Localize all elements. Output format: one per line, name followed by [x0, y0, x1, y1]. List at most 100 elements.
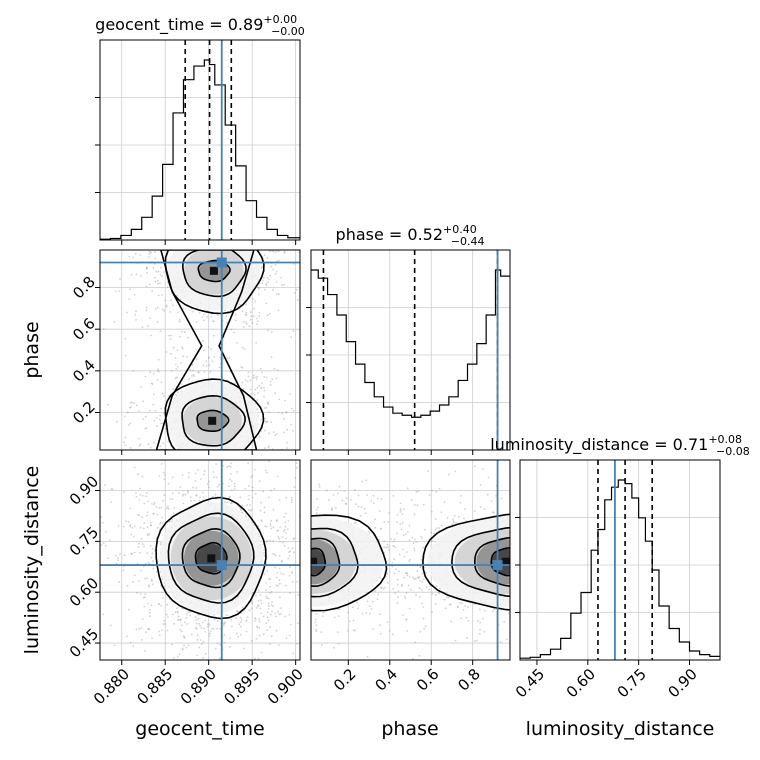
sample-point — [135, 310, 137, 313]
sample-point — [167, 505, 169, 508]
sample-point — [243, 223, 245, 225]
sample-point — [158, 634, 161, 636]
sample-point — [157, 603, 160, 606]
sample-point — [254, 492, 257, 495]
sample-point — [302, 565, 304, 567]
sample-point — [172, 466, 174, 468]
sample-point — [175, 394, 178, 396]
sample-point — [153, 419, 156, 422]
sample-point — [554, 594, 556, 596]
sample-point — [216, 642, 219, 645]
sample-point — [265, 519, 267, 521]
sample-point — [399, 502, 402, 505]
sample-point — [195, 461, 197, 463]
sample-point — [226, 466, 229, 468]
sample-point — [117, 559, 119, 562]
sample-point — [133, 293, 136, 296]
sample-point — [386, 621, 389, 623]
sample-point — [537, 536, 539, 538]
sample-point — [194, 472, 197, 475]
sample-point — [156, 306, 159, 309]
sample-point — [104, 545, 107, 547]
sample-point — [210, 348, 213, 350]
sample-point — [276, 482, 278, 484]
x-tick-label: 0.885 — [133, 665, 176, 708]
sample-point — [526, 543, 528, 545]
sample-point — [394, 546, 397, 549]
sample-point — [565, 532, 567, 534]
sample-point — [408, 524, 411, 527]
sample-point — [152, 512, 155, 515]
sample-point — [234, 467, 236, 469]
sample-point — [529, 425, 531, 427]
sample-point — [101, 521, 104, 524]
sample-point — [228, 645, 231, 648]
sample-point — [308, 583, 310, 585]
sample-point — [230, 452, 232, 454]
sample-point — [226, 614, 228, 617]
sample-point — [94, 602, 96, 604]
sample-point — [181, 346, 183, 349]
sample-point — [315, 508, 318, 511]
sample-point — [290, 576, 292, 578]
sample-point — [158, 630, 161, 633]
sample-point — [418, 655, 421, 657]
sample-point — [460, 617, 463, 620]
title-luminosity_distance: luminosity_distance = 0.71+0.08 −0.08 — [490, 433, 750, 458]
sample-point — [392, 545, 395, 547]
sample-point — [678, 587, 680, 589]
sample-point — [125, 635, 128, 638]
sample-point — [254, 617, 256, 619]
sample-point — [129, 507, 132, 510]
sample-point — [144, 491, 146, 493]
sample-point — [633, 535, 635, 537]
sample-point — [135, 496, 138, 498]
sample-point — [272, 246, 274, 248]
sample-point — [160, 381, 163, 384]
sample-point — [194, 616, 197, 619]
sample-point — [479, 505, 482, 508]
sample-point — [546, 540, 548, 542]
sample-point — [201, 621, 204, 624]
sample-point — [583, 525, 585, 527]
sample-point — [265, 376, 268, 379]
sample-point — [223, 624, 225, 626]
sample-point — [224, 488, 226, 490]
sample-point — [187, 452, 189, 454]
sample-point — [583, 536, 585, 538]
sample-point — [435, 594, 437, 596]
sample-point — [159, 330, 162, 333]
sample-point — [301, 551, 303, 553]
sample-point — [180, 243, 182, 245]
sample-point — [260, 585, 262, 587]
sample-point — [124, 436, 127, 439]
sample-point — [214, 493, 217, 496]
sample-point — [170, 475, 172, 477]
sample-point — [179, 464, 181, 466]
sample-point — [179, 628, 182, 631]
sample-point — [354, 489, 356, 492]
sample-point — [503, 621, 505, 623]
sample-point — [201, 243, 203, 245]
sample-point — [289, 246, 291, 248]
sample-point — [278, 499, 281, 501]
sample-point — [198, 312, 201, 314]
sample-point — [622, 592, 624, 594]
sample-point — [609, 595, 611, 597]
sample-point — [548, 540, 550, 542]
sample-point — [228, 465, 230, 468]
sample-point — [134, 482, 136, 484]
sample-point — [246, 616, 249, 619]
sample-point — [410, 589, 412, 591]
sample-point — [251, 486, 254, 489]
sample-point — [151, 552, 154, 555]
sample-point — [122, 569, 125, 572]
sample-point — [290, 626, 292, 628]
sample-point — [255, 224, 257, 226]
y-tick-label: 0.2 — [69, 398, 99, 428]
x-tick-label: 0.90 — [664, 665, 700, 701]
sample-point — [567, 619, 569, 621]
sample-point — [161, 516, 164, 519]
sample-point — [352, 629, 355, 631]
sample-point — [265, 582, 267, 584]
